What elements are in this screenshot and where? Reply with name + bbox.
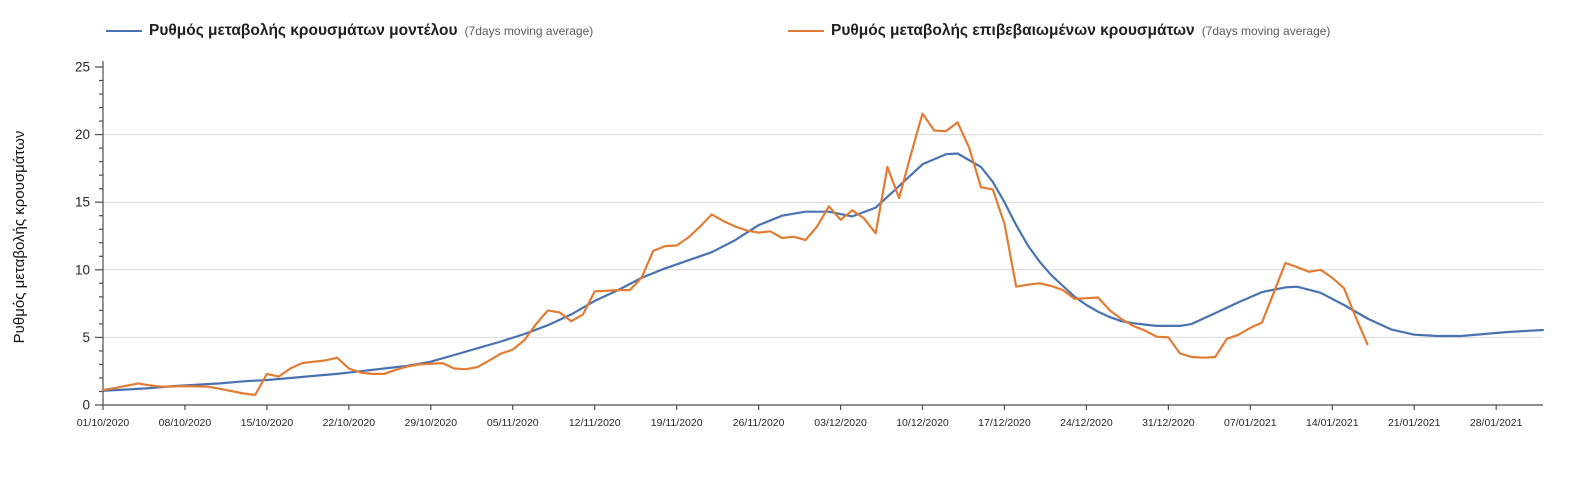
model-line-swatch bbox=[106, 30, 142, 32]
x-tick-label: 19/11/2020 bbox=[651, 417, 703, 429]
x-tick-label: 08/10/2020 bbox=[159, 417, 212, 429]
x-tick-label: 07/01/2021 bbox=[1224, 417, 1277, 429]
x-tick-label: 03/12/2020 bbox=[814, 417, 867, 429]
x-ticks: 01/10/2020 08/10/2020 15/10/2020 22/10/2020… bbox=[77, 405, 1523, 429]
legend-item-model: Ρυθμός μεταβολής κρουσμάτων μοντέλου (7d… bbox=[106, 22, 593, 40]
y-tick-label: 0 bbox=[82, 398, 90, 413]
x-tick-label: 28/01/2021 bbox=[1470, 417, 1523, 429]
x-tick-label: 14/01/2021 bbox=[1306, 417, 1359, 429]
y-tick-label: 5 bbox=[82, 330, 90, 345]
y-tick-label: 20 bbox=[75, 127, 90, 142]
series-line-confirmed bbox=[101, 112, 1369, 396]
x-tick-label: 12/11/2020 bbox=[569, 417, 621, 429]
x-tick-label: 21/01/2021 bbox=[1388, 417, 1441, 429]
series-line-model bbox=[101, 152, 1545, 392]
legend-item-confirmed: Ρυθμός μεταβολής επιβεβαιωμένων κρουσμάτ… bbox=[788, 22, 1330, 40]
legend-suffix-model: (7days moving average) bbox=[464, 24, 594, 38]
legend-label-model: Ρυθμός μεταβολής κρουσμάτων μοντέλου bbox=[149, 22, 458, 39]
x-tick-label: 29/10/2020 bbox=[405, 417, 458, 429]
x-tick-label: 17/12/2020 bbox=[978, 417, 1031, 429]
y-tick-label: 10 bbox=[75, 262, 90, 277]
x-tick-label: 15/10/2020 bbox=[241, 417, 294, 429]
y-tick-label: 15 bbox=[75, 195, 90, 210]
x-tick-label: 24/12/2020 bbox=[1060, 417, 1113, 429]
x-tick-label: 26/11/2020 bbox=[733, 417, 785, 429]
x-tick-label: 10/12/2020 bbox=[896, 417, 949, 429]
y-ticks: 0 5 10 15 20 25 bbox=[75, 60, 103, 413]
x-tick-label: 05/11/2020 bbox=[487, 417, 539, 429]
axes bbox=[102, 61, 1543, 406]
legend-label-confirmed: Ρυθμός μεταβολής επιβεβαιωμένων κρουσμάτ… bbox=[831, 22, 1195, 39]
y-tick-label: 25 bbox=[75, 60, 90, 75]
y-gridlines bbox=[103, 134, 1543, 338]
x-tick-label: 01/10/2020 bbox=[77, 417, 130, 429]
confirmed-line-swatch bbox=[788, 30, 824, 32]
legend-suffix-confirmed: (7days moving average) bbox=[1201, 24, 1331, 38]
x-tick-label: 31/12/2020 bbox=[1142, 417, 1195, 429]
x-tick-label: 22/10/2020 bbox=[323, 417, 376, 429]
